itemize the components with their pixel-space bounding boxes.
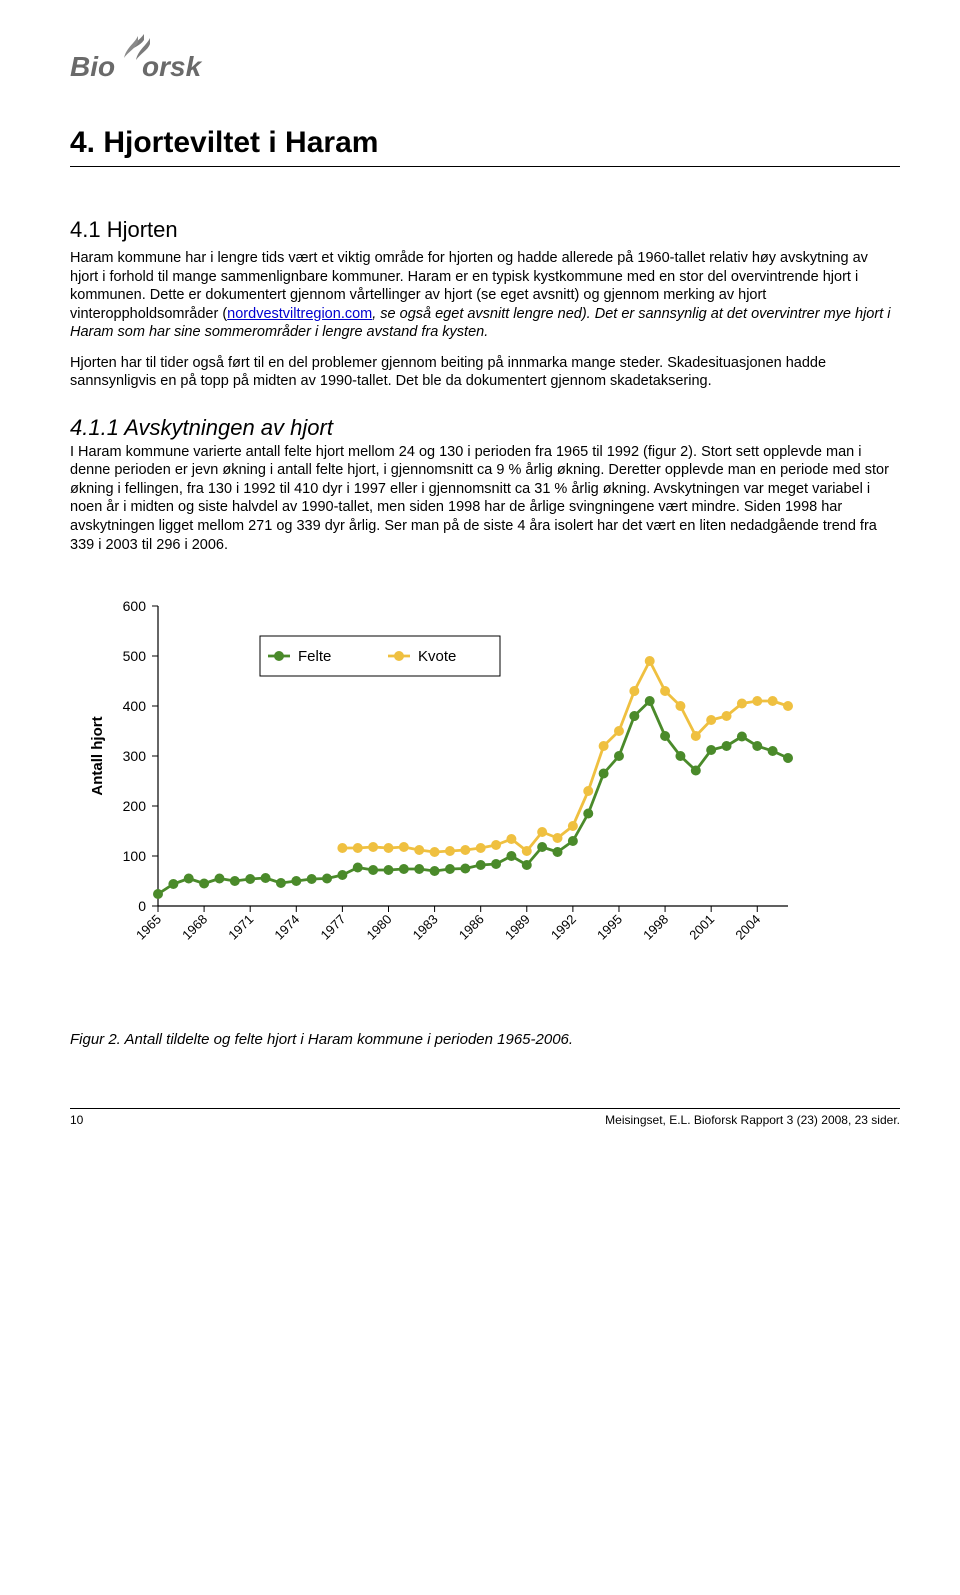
- svg-text:1965: 1965: [133, 912, 164, 943]
- link-nordvestviltregion[interactable]: nordvestviltregion.com: [227, 306, 372, 322]
- section-title: 4. Hjorteviltet i Haram: [70, 126, 900, 167]
- paragraph-3: I Haram kommune varierte antall felte hj…: [70, 443, 900, 554]
- svg-text:2001: 2001: [686, 912, 717, 943]
- svg-text:1971: 1971: [225, 912, 256, 943]
- svg-text:100: 100: [123, 848, 147, 864]
- svg-text:Kvote: Kvote: [418, 648, 456, 665]
- svg-text:200: 200: [123, 798, 147, 814]
- svg-text:1980: 1980: [364, 912, 395, 943]
- page-number: 10: [70, 1113, 83, 1127]
- svg-text:1974: 1974: [271, 912, 302, 943]
- figure-caption: Figur 2. Antall tildelte og felte hjort …: [70, 1031, 900, 1048]
- svg-text:0: 0: [138, 898, 146, 914]
- paragraph-2: Hjorten har til tider også ført til en d…: [70, 354, 900, 391]
- footer-citation: Meisingset, E.L. Bioforsk Rapport 3 (23)…: [605, 1113, 900, 1127]
- svg-text:1986: 1986: [456, 912, 487, 943]
- svg-text:2004: 2004: [732, 912, 763, 943]
- svg-text:Bio: Bio: [70, 51, 115, 82]
- svg-text:1983: 1983: [410, 912, 441, 943]
- svg-text:1998: 1998: [640, 912, 671, 943]
- svg-text:600: 600: [123, 598, 147, 614]
- logo: Bio orsk: [70, 30, 900, 86]
- svg-text:1977: 1977: [317, 912, 348, 943]
- svg-text:1968: 1968: [179, 912, 210, 943]
- svg-text:orsk: orsk: [142, 51, 203, 82]
- page-footer: 10 Meisingset, E.L. Bioforsk Rapport 3 (…: [70, 1108, 900, 1127]
- svg-text:1992: 1992: [548, 912, 579, 943]
- svg-text:Felte: Felte: [298, 648, 331, 665]
- svg-text:400: 400: [123, 698, 147, 714]
- paragraph-1: Haram kommune har i lengre tids vært et …: [70, 249, 900, 342]
- subsection-title: 4.1 Hjorten: [70, 217, 900, 243]
- svg-text:1989: 1989: [502, 912, 533, 943]
- svg-text:1995: 1995: [594, 912, 625, 943]
- svg-text:Antall hjort: Antall hjort: [89, 717, 106, 796]
- subsubsection-title: 4.1.1 Avskytningen av hjort: [70, 415, 900, 441]
- svg-text:300: 300: [123, 748, 147, 764]
- svg-text:500: 500: [123, 648, 147, 664]
- chart-figure-2: 0 100 200 300 400 500 600 Antall hjort 1965 1968 1…: [70, 576, 900, 971]
